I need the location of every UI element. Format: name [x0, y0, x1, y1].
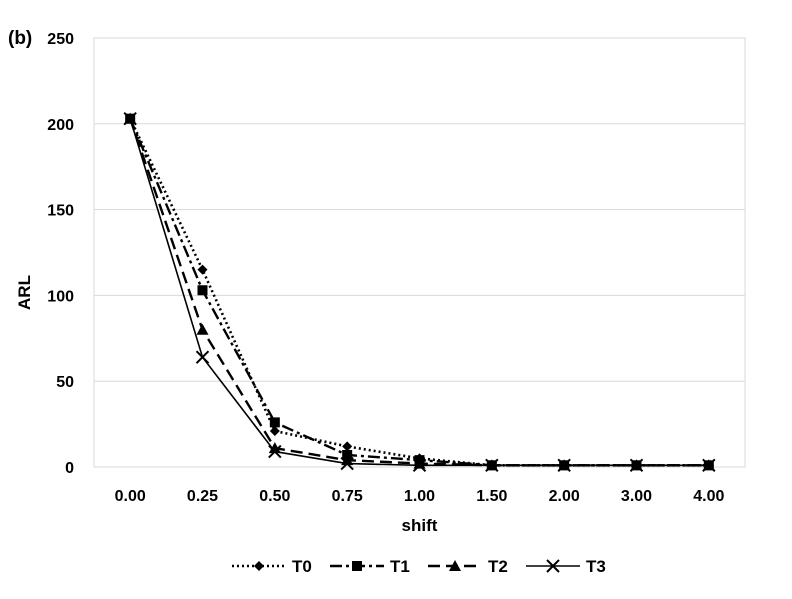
data-point — [197, 264, 208, 275]
legend-item-t2: T2 — [428, 557, 508, 576]
data-point — [342, 441, 353, 452]
data-point — [195, 350, 210, 364]
x-tick-label: 4.00 — [693, 488, 724, 505]
x-tick-label: 0.75 — [332, 488, 363, 505]
y-tick-label: 0 — [65, 460, 74, 477]
x-tick-label: 0.25 — [187, 488, 218, 505]
legend-item-t0: T0 — [232, 557, 312, 576]
data-point — [269, 417, 280, 428]
legend-label: T2 — [488, 557, 508, 576]
legend-marker — [546, 559, 560, 573]
data-point — [269, 425, 280, 436]
legend-label: T3 — [586, 557, 606, 576]
x-axis-ticks: 0.00 0.25 0.50 0.75 1.00 1.50 2.00 3.00 4.00 — [115, 488, 725, 505]
plot-area-border — [93, 37, 746, 468]
legend-item-t3: T3 — [526, 557, 606, 576]
y-tick-label: 150 — [47, 203, 74, 220]
data-point — [557, 458, 571, 472]
data-point — [268, 444, 282, 459]
legend-label: T1 — [390, 557, 410, 576]
data-point — [196, 323, 209, 335]
data-point — [702, 458, 716, 472]
legend-marker — [449, 560, 461, 571]
legend-item-t1: T1 — [330, 557, 410, 576]
legend-label: T0 — [292, 557, 312, 576]
y-axis-title: ARL — [15, 275, 34, 310]
data-point — [268, 442, 281, 454]
legend: T0 T1 T2 T3 — [232, 557, 606, 576]
series-line — [129, 118, 709, 467]
data-point — [629, 458, 644, 472]
series-t1 — [125, 113, 714, 471]
y-tick-label: 50 — [56, 374, 74, 391]
data-point — [485, 458, 499, 472]
series-line — [129, 118, 709, 467]
data-point — [197, 285, 208, 296]
legend-marker — [254, 561, 264, 571]
y-tick-label: 100 — [47, 288, 74, 305]
data-point — [412, 458, 427, 472]
x-tick-label: 0.00 — [115, 488, 146, 505]
x-tick-label: 0.50 — [259, 488, 290, 505]
series-t0 — [125, 113, 714, 471]
x-axis-title: shift — [402, 516, 438, 535]
series-t3 — [123, 111, 716, 472]
x-tick-label: 1.50 — [476, 488, 507, 505]
x-tick-label: 1.00 — [404, 488, 435, 505]
y-tick-label: 250 — [47, 31, 74, 48]
gridlines — [94, 37, 745, 468]
y-axis-ticks: 0 50 100 150 200 250 — [47, 31, 74, 477]
x-tick-label: 2.00 — [549, 488, 580, 505]
series-line — [128, 118, 709, 467]
x-tick-label: 3.00 — [621, 488, 652, 505]
data-point — [123, 111, 137, 126]
y-tick-label: 200 — [47, 117, 74, 134]
panel-label: (b) — [8, 28, 32, 49]
data-point — [340, 456, 354, 471]
series-line — [129, 118, 709, 467]
legend-marker — [352, 561, 362, 571]
series-lines — [123, 111, 716, 472]
